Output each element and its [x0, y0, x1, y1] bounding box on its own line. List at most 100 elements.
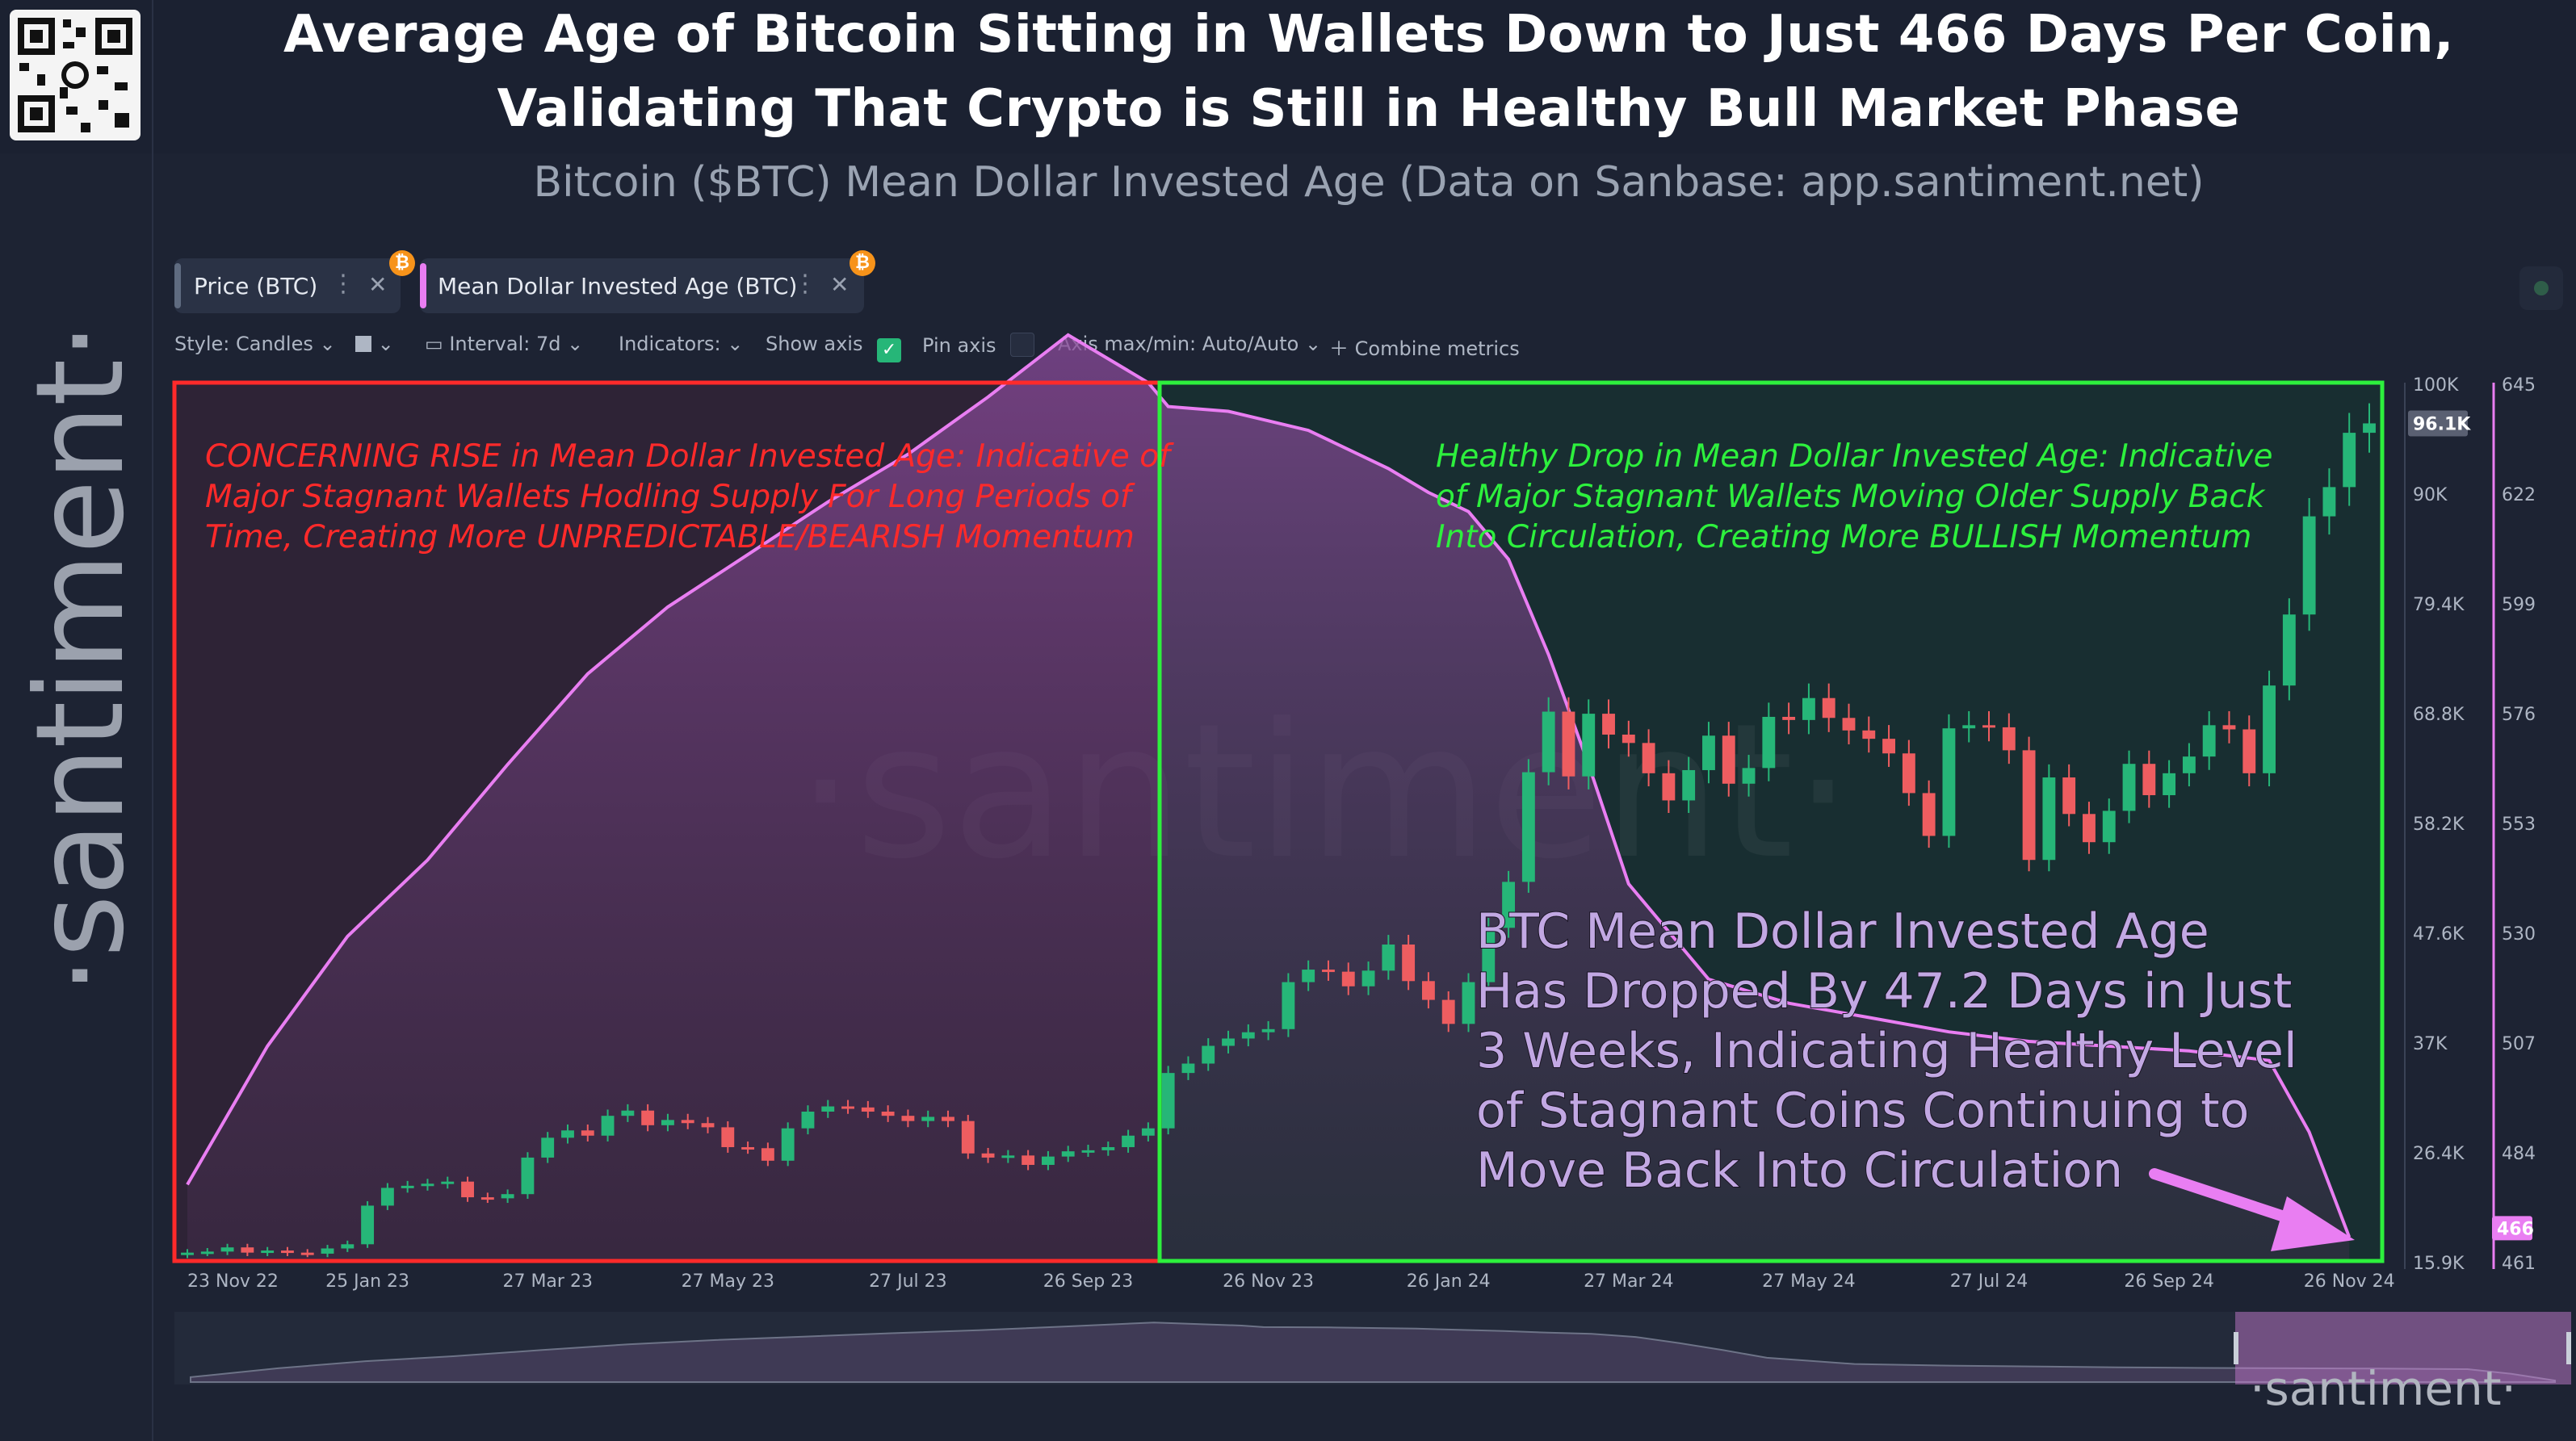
price-axis-tick-label: 15.9K: [2413, 1254, 2465, 1274]
price-candle: [1682, 756, 1696, 814]
more-dots-icon[interactable]: ⋮: [793, 270, 817, 298]
interval-label: Interval: 7d: [449, 333, 561, 355]
red-annotation-line: CONCERNING RISE in Mean Dollar Invested …: [205, 438, 1174, 475]
price-candle: [961, 1115, 975, 1159]
price-candle: [621, 1104, 635, 1122]
color-select[interactable]: ⌄: [355, 333, 394, 355]
price-candle: [1922, 780, 1936, 848]
callout-line: Has Dropped By 47.2 Days in Just: [1476, 963, 2292, 1020]
price-candle: [1982, 710, 1995, 742]
price-candle: [1782, 702, 1796, 735]
combine-metrics-button[interactable]: ＋ Combine metrics: [1329, 333, 1520, 361]
navigator-handle-right[interactable]: [2566, 1332, 2571, 1364]
candle-body: [1402, 945, 1416, 982]
style-label: Style: Candles: [174, 333, 313, 355]
price-candle: [380, 1183, 394, 1210]
pin-axis-toggle[interactable]: Pin axis: [922, 333, 1035, 357]
close-icon[interactable]: ✕: [368, 271, 388, 298]
interval-select[interactable]: ▭ Interval: 7d ⌄: [425, 333, 583, 355]
price-candle: [2083, 802, 2096, 854]
bitcoin-icon: ₿: [389, 250, 415, 276]
checkbox-empty-icon[interactable]: [1010, 333, 1035, 357]
x-axis-tick-label: 26 Nov 23: [1223, 1271, 1314, 1292]
candle-body: [1181, 1063, 1195, 1074]
price-candle: [1562, 697, 1575, 790]
qr-code-icon: [10, 10, 141, 140]
candle-body: [200, 1251, 214, 1255]
candle-body: [1642, 743, 1655, 773]
price-candle: [1902, 739, 1915, 806]
x-axis-tick-label: 27 May 24: [1762, 1271, 1855, 1292]
x-axis-tick-label: 26 Jan 24: [1407, 1271, 1491, 1292]
price-candle: [721, 1121, 735, 1153]
price-candle: [441, 1176, 455, 1189]
checkbox-checked-icon[interactable]: ✓: [877, 338, 902, 362]
price-current-badge: [2408, 410, 2468, 437]
price-candle: [1122, 1129, 1135, 1153]
price-candle: [681, 1113, 694, 1129]
candle-body: [821, 1106, 835, 1112]
price-candle: [1622, 720, 1635, 757]
chevron-down-icon: ⌄: [1304, 333, 1322, 355]
candle-body: [1222, 1038, 1235, 1046]
close-icon[interactable]: ✕: [830, 271, 850, 298]
candle-body: [1122, 1135, 1135, 1147]
candle-body: [541, 1137, 555, 1158]
metric-chip-mdia[interactable]: Mean Dollar Invested Age (BTC) ⋮ ✕: [420, 258, 864, 313]
price-candle: [2042, 764, 2056, 872]
candle-body: [2242, 729, 2256, 773]
candle-body: [1081, 1150, 1095, 1153]
show-axis-toggle[interactable]: Show axis ✓: [766, 333, 902, 362]
candle-body: [901, 1116, 915, 1121]
candle-body: [1782, 716, 1796, 720]
price-candle: [1402, 935, 1416, 991]
title-line-2: Validating That Crypto is Still in Healt…: [497, 79, 2241, 139]
price-candle: [942, 1110, 954, 1128]
candle-body: [601, 1116, 615, 1136]
price-candle: [1602, 699, 1615, 749]
candle-body: [2022, 750, 2036, 861]
candle-body: [1922, 793, 1936, 836]
candle-body: [1041, 1156, 1055, 1165]
price-candle: [1361, 961, 1375, 995]
candle-body: [921, 1116, 935, 1121]
candle-body: [1902, 753, 1915, 794]
indicators-label: Indicators:: [619, 333, 721, 355]
candle-body: [641, 1110, 655, 1125]
candle-body: [1341, 971, 1355, 986]
candle-body: [1322, 970, 1335, 973]
mdia-axis-tick-label: 484: [2502, 1144, 2536, 1164]
green-annotation-line: Healthy Drop in Mean Dollar Invested Age…: [1436, 438, 2273, 475]
price-candle: [1962, 710, 1976, 743]
candle-body: [2343, 433, 2356, 488]
x-axis-tick-label: 27 Mar 23: [502, 1271, 592, 1292]
price-axis-tick-label: 47.6K: [2413, 924, 2465, 945]
price-candle: [701, 1116, 715, 1133]
price-candle: [361, 1200, 375, 1248]
candle-body: [1722, 735, 1735, 784]
price-candle: [661, 1113, 674, 1132]
price-candle: [261, 1246, 275, 1256]
price-candle: [2182, 743, 2196, 787]
navigator[interactable]: ·santiment·: [174, 1312, 2571, 1416]
bitcoin-icon: ₿: [850, 250, 875, 276]
indicators-select[interactable]: Indicators: ⌄: [619, 333, 743, 355]
x-axis-tick-label: 26 Sep 24: [2124, 1271, 2213, 1292]
candle-body: [841, 1106, 854, 1109]
status-dot-icon[interactable]: [2519, 266, 2563, 310]
callout-line: 3 Weeks, Indicating Healthy Level: [1476, 1023, 2297, 1079]
candle-body: [1842, 718, 1856, 731]
navigator-selection[interactable]: [2235, 1312, 2571, 1384]
price-candle: [1882, 725, 1895, 767]
price-candle: [1842, 703, 1856, 745]
candle-body: [1001, 1155, 1015, 1158]
candle-body: [2002, 727, 2016, 751]
metric-chip-price[interactable]: Price (BTC) ⋮ ✕: [174, 258, 401, 313]
candle-body: [1462, 982, 1475, 1024]
candle-body: [1241, 1032, 1255, 1039]
navigator-handle-left[interactable]: [2234, 1332, 2238, 1364]
more-dots-icon[interactable]: ⋮: [331, 270, 355, 298]
style-select[interactable]: Style: Candles ⌄: [174, 333, 336, 355]
header: [0, 0, 2576, 153]
